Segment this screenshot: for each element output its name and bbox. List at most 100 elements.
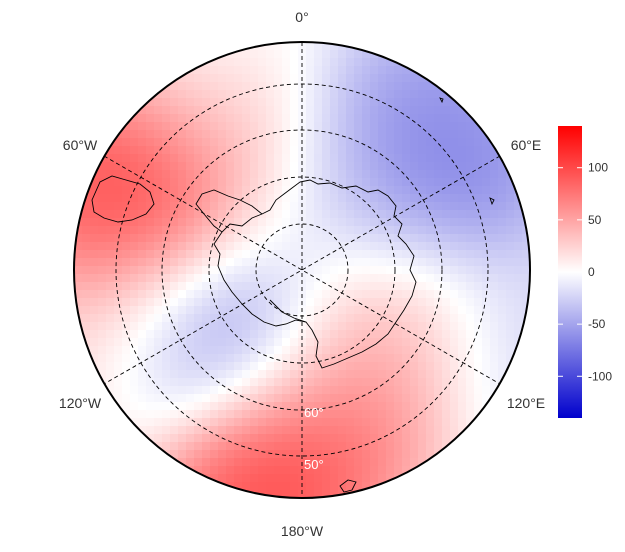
field-cell <box>314 146 323 155</box>
field-cell <box>122 266 131 275</box>
field-cell <box>218 186 227 195</box>
field-cell <box>178 74 187 83</box>
field-cell <box>418 66 427 75</box>
field-cell <box>386 114 395 123</box>
field-cell <box>82 298 91 307</box>
field-cell <box>250 154 259 163</box>
field-cell <box>354 250 363 259</box>
field-cell <box>338 242 347 251</box>
field-cell <box>234 306 243 315</box>
field-cell <box>218 370 227 379</box>
field-cell <box>346 410 355 419</box>
field-cell <box>82 306 91 315</box>
field-cell <box>226 330 235 339</box>
field-cell <box>482 306 491 315</box>
field-cell <box>242 402 251 411</box>
field-cell <box>322 482 331 491</box>
field-cell <box>402 418 411 427</box>
field-cell <box>362 274 371 283</box>
field-cell <box>410 202 419 211</box>
field-cell <box>434 258 443 267</box>
field-cell <box>226 346 235 355</box>
field-cell <box>314 202 323 211</box>
field-cell <box>394 378 403 387</box>
field-cell <box>162 386 171 395</box>
field-cell <box>394 218 403 227</box>
field-cell <box>370 346 379 355</box>
field-cell <box>410 290 419 299</box>
field-cell <box>226 490 235 498</box>
field-cell <box>394 442 403 451</box>
field-cell <box>154 122 163 131</box>
field-cell <box>266 442 275 451</box>
field-cell <box>154 426 163 435</box>
field-cell <box>474 362 483 371</box>
field-cell <box>98 298 107 307</box>
field-cell <box>450 378 459 387</box>
field-cell <box>186 234 195 243</box>
field-cell <box>370 170 379 179</box>
field-cell <box>362 82 371 91</box>
field-cell <box>410 442 419 451</box>
field-cell <box>226 234 235 243</box>
field-cell <box>450 290 459 299</box>
field-cell <box>402 210 411 219</box>
field-cell <box>266 234 275 243</box>
field-cell <box>274 162 283 171</box>
field-cell <box>234 170 243 179</box>
field-cell <box>146 170 155 179</box>
field-cell <box>314 386 323 395</box>
field-cell <box>330 266 339 275</box>
field-cell <box>298 266 307 275</box>
field-cell <box>146 330 155 339</box>
field-cell <box>282 114 291 123</box>
field-cell <box>186 410 195 419</box>
field-cell <box>178 458 187 467</box>
field-cell <box>170 218 179 227</box>
field-cell <box>314 322 323 331</box>
field-cell <box>370 66 379 75</box>
field-cell <box>338 338 347 347</box>
field-cell <box>258 130 267 139</box>
field-cell <box>218 194 227 203</box>
field-cell <box>210 410 219 419</box>
field-cell <box>290 194 299 203</box>
field-cell <box>362 50 371 59</box>
field-cell <box>250 434 259 443</box>
field-cell <box>138 266 147 275</box>
field-cell <box>418 146 427 155</box>
field-cell <box>378 122 387 131</box>
field-cell <box>226 82 235 91</box>
field-cell <box>346 282 355 291</box>
field-cell <box>178 442 187 451</box>
field-cell <box>386 130 395 139</box>
field-cell <box>474 386 483 395</box>
field-cell <box>370 314 379 323</box>
field-cell <box>202 402 211 411</box>
field-cell <box>234 138 243 147</box>
field-cell <box>242 418 251 427</box>
field-cell <box>346 418 355 427</box>
field-cell <box>258 330 267 339</box>
field-cell <box>266 354 275 363</box>
field-cell <box>386 410 395 419</box>
field-cell <box>402 386 411 395</box>
field-cell <box>178 362 187 371</box>
field-cell <box>314 122 323 131</box>
field-cell <box>386 58 395 67</box>
field-cell <box>282 426 291 435</box>
field-cell <box>458 114 467 123</box>
field-cell <box>346 330 355 339</box>
field-cell <box>106 170 115 179</box>
field-cell <box>202 90 211 99</box>
field-cell <box>274 410 283 419</box>
field-cell <box>290 346 299 355</box>
field-cell <box>322 146 331 155</box>
field-cell <box>226 138 235 147</box>
field-cell <box>514 306 523 315</box>
field-cell <box>314 162 323 171</box>
field-cell <box>362 250 371 259</box>
field-cell <box>242 450 251 459</box>
field-cell <box>370 90 379 99</box>
field-cell <box>106 226 115 235</box>
